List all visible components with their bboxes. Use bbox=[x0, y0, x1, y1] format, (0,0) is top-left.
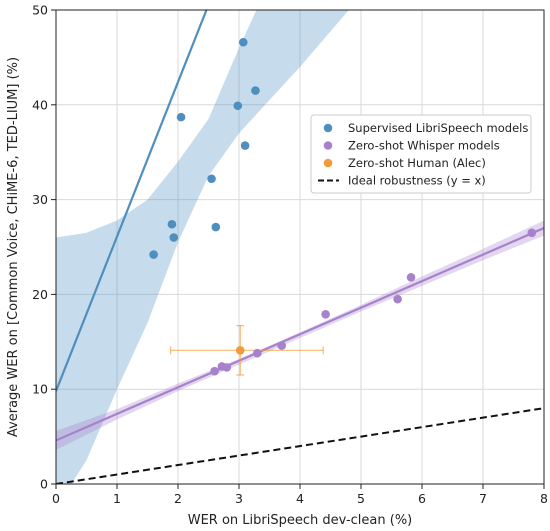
x-tick-label: 2 bbox=[174, 491, 182, 506]
data-point bbox=[240, 141, 250, 150]
data-point bbox=[252, 348, 262, 358]
fit-line bbox=[56, 10, 208, 392]
x-tick-label: 6 bbox=[418, 491, 426, 506]
y-axis-label: Average WER on [Common Voice, CHiME-6, T… bbox=[6, 57, 21, 437]
x-tick-label: 5 bbox=[357, 491, 365, 506]
legend-marker bbox=[323, 158, 333, 168]
y-axis-ticks: 0 10 20 30 40 50 bbox=[32, 3, 56, 492]
data-point bbox=[222, 363, 232, 372]
data-point bbox=[149, 250, 158, 259]
data-point bbox=[238, 37, 248, 47]
data-point bbox=[176, 112, 186, 122]
legend-box bbox=[310, 114, 532, 194]
data-point bbox=[167, 219, 177, 229]
x-tick-label: 1 bbox=[113, 491, 121, 506]
data-point bbox=[393, 294, 402, 304]
data-point bbox=[211, 222, 221, 232]
y-tick-label: 0 bbox=[40, 477, 48, 492]
data-point bbox=[406, 273, 416, 282]
legend-label: Zero-shot Human (Alec) bbox=[348, 156, 486, 170]
legend-label: Zero-shot Whisper models bbox=[348, 139, 500, 153]
data-point bbox=[235, 346, 245, 355]
y-tick-label: 10 bbox=[32, 382, 48, 397]
data-point bbox=[277, 341, 287, 350]
y-tick-label: 40 bbox=[32, 97, 48, 112]
y-tick-label: 20 bbox=[32, 287, 48, 302]
y-tick-label: 30 bbox=[32, 192, 48, 207]
y-tick-label: 50 bbox=[32, 3, 48, 18]
x-tick-label: 4 bbox=[296, 491, 304, 506]
fit-lines bbox=[56, 10, 544, 484]
data-point bbox=[169, 233, 179, 242]
legend-marker bbox=[323, 123, 333, 133]
confidence-band bbox=[56, 10, 349, 484]
data-point bbox=[207, 174, 216, 184]
x-axis-ticks: 0 1 2 3 4 5 6 7 8 bbox=[52, 484, 548, 506]
data-point bbox=[251, 86, 260, 95]
data-point bbox=[321, 310, 330, 319]
data-point bbox=[233, 101, 243, 111]
x-tick-label: 8 bbox=[540, 491, 548, 506]
fit-line bbox=[56, 227, 544, 442]
data-points bbox=[149, 37, 537, 376]
x-tick-label: 3 bbox=[235, 491, 243, 506]
legend-marker bbox=[323, 141, 333, 150]
legend-label: Supervised LibriSpeech models bbox=[348, 121, 528, 135]
legend: Supervised LibriSpeech models Zero-shot W… bbox=[310, 114, 532, 194]
data-point bbox=[210, 366, 219, 376]
x-tick-label: 0 bbox=[52, 491, 60, 506]
x-axis-label: WER on LibriSpeech dev-clean (%) bbox=[188, 513, 413, 528]
x-tick-label: 7 bbox=[479, 491, 487, 506]
ideal-robustness-line bbox=[56, 407, 544, 484]
legend-label: Ideal robustness (y = x) bbox=[348, 174, 486, 188]
data-point bbox=[527, 228, 537, 238]
